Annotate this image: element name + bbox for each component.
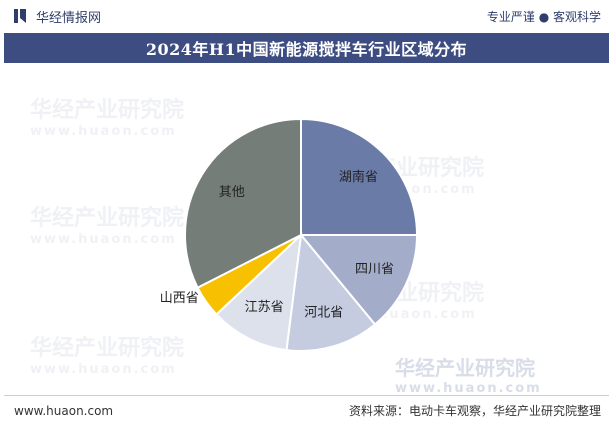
slice-label: 四川省 — [355, 262, 394, 277]
pie-slice — [184, 117, 302, 290]
slice-label: 河北省 — [304, 306, 343, 321]
chart-title: 2024年H1中国新能源搅拌车行业区域分布 — [145, 40, 468, 59]
slice-label: 湖南省 — [339, 169, 378, 185]
brand-name: 华经情报网 — [36, 10, 102, 26]
slice-label: 江苏省 — [245, 299, 284, 315]
slice-label: 山西省 — [160, 291, 199, 306]
top-bar: 华经情报网 专业严谨 ● 客观科学 — [0, 0, 613, 32]
brand: 华经情报网 — [14, 7, 101, 26]
pie-slice — [300, 117, 419, 236]
footer-divider — [4, 395, 609, 396]
footer-website: www.huaon.com — [14, 403, 114, 418]
chart-area: 湖南省四川省河北省 江苏省 山西省 其他 — [0, 64, 613, 394]
footer-source: 资料来源：电动卡车观察，华经产业研究院整理 — [348, 404, 601, 418]
slice-label: 其他 — [219, 185, 245, 200]
pie-slice — [285, 232, 377, 352]
tagline: 专业严谨 ● 客观科学 — [486, 9, 601, 24]
pie-slice — [298, 234, 419, 326]
huajing-logo-icon — [14, 9, 26, 23]
footer: www.huaon.com 资料来源：电动卡车观察，华经产业研究院整理 — [0, 396, 613, 425]
pie-slice — [215, 232, 303, 352]
chart-title-bar: 2024年H1中国新能源搅拌车行业区域分布 — [4, 33, 609, 63]
